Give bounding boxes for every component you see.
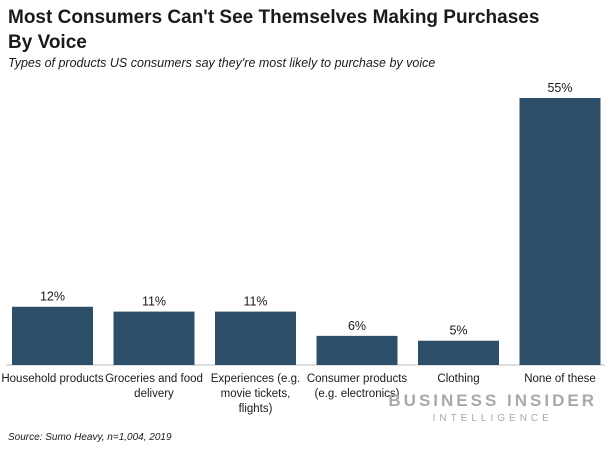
data-label: 5% xyxy=(449,324,467,338)
source-note: Source: Sumo Heavy, n=1,004, 2019 xyxy=(8,432,172,443)
category-label: Groceries and food delivery xyxy=(105,373,203,400)
logo-line-1: BUSINESS INSIDER xyxy=(388,391,597,410)
category-label: None of these xyxy=(524,373,596,385)
category-label: Experiences (e.g. movie tickets, flights… xyxy=(210,373,301,415)
data-label: 11% xyxy=(243,295,267,309)
data-label: 6% xyxy=(348,319,366,333)
business-insider-logo: BUSINESS INSIDER INTELLIGENCE xyxy=(388,391,597,427)
bar xyxy=(215,311,296,365)
chart-subtitle: Types of products US consumers say they'… xyxy=(8,56,436,70)
data-label: 55% xyxy=(547,81,572,95)
bar xyxy=(519,98,601,365)
data-label: 12% xyxy=(40,290,65,304)
data-label: 11% xyxy=(142,295,166,309)
bar xyxy=(316,335,398,365)
logo-line-2: INTELLIGENCE xyxy=(432,413,553,424)
chart-title: Most Consumers Can't See Themselves Maki… xyxy=(8,7,540,53)
category-label: Consumer products (e.g. electronics) xyxy=(306,373,408,400)
category-label: Household products xyxy=(1,373,104,385)
bar xyxy=(12,306,93,365)
bar xyxy=(113,311,195,365)
category-label: Clothing xyxy=(437,373,480,385)
bar xyxy=(418,340,499,365)
